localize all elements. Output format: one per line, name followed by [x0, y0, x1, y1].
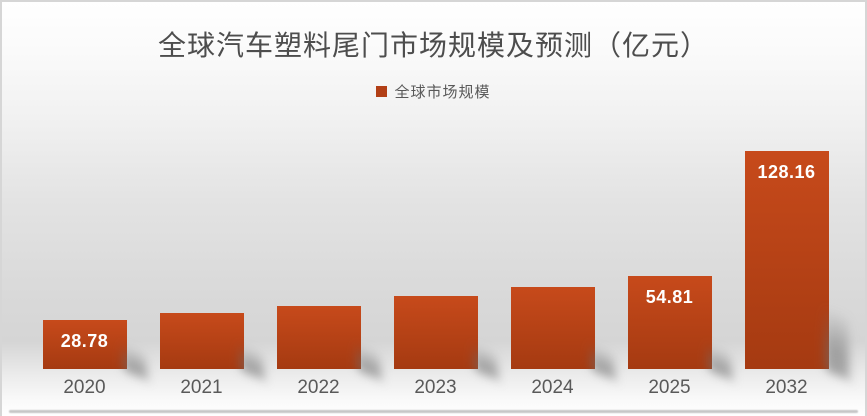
- x-axis-label-2022: 2022: [297, 377, 340, 398]
- x-axis-label-2024: 2024: [531, 377, 574, 398]
- x-axis-label-2023: 2023: [414, 377, 457, 398]
- bar-2023: [393, 296, 478, 369]
- x-axis-label-2025: 2025: [648, 377, 691, 398]
- bar-2020: 28.78: [42, 320, 127, 369]
- bar-2022: [276, 305, 361, 369]
- bar-value-label: 28.78: [60, 331, 109, 352]
- legend-swatch-icon: [376, 86, 388, 97]
- x-axis-label-2020: 2020: [63, 377, 106, 398]
- category-slot-2023: [377, 2, 494, 369]
- legend-label: 全球市场规模: [394, 85, 491, 101]
- bar-value-label: 54.81: [645, 286, 694, 307]
- x-axis: 2020 2021 2022 2023 2024 2025 2032: [26, 377, 845, 399]
- legend: 全球市场规模: [2, 81, 865, 102]
- bar-2024: [510, 286, 595, 369]
- x-axis-label-2021: 2021: [180, 377, 223, 398]
- category-slot-2021: [143, 2, 260, 369]
- category-slot-2025: 54.81: [611, 2, 728, 369]
- chart-title: 全球汽车塑料尾门市场规模及预测（亿元）: [157, 31, 709, 62]
- category-slot-2032: 128.16: [728, 2, 845, 369]
- panel-bottom-edge: [9, 410, 858, 413]
- x-axis-label-2032: 2032: [765, 377, 808, 398]
- category-slot-2020: 28.78: [26, 2, 143, 369]
- bar-value-label: 128.16: [757, 162, 816, 183]
- bar-2025: 54.81: [627, 275, 712, 369]
- category-slot-2024: [494, 2, 611, 369]
- category-slot-2022: [260, 2, 377, 369]
- bar-2021: [159, 312, 244, 369]
- bar-2032: 128.16: [744, 151, 829, 369]
- plot-area: 28.78 54.81 128.16: [26, 2, 845, 369]
